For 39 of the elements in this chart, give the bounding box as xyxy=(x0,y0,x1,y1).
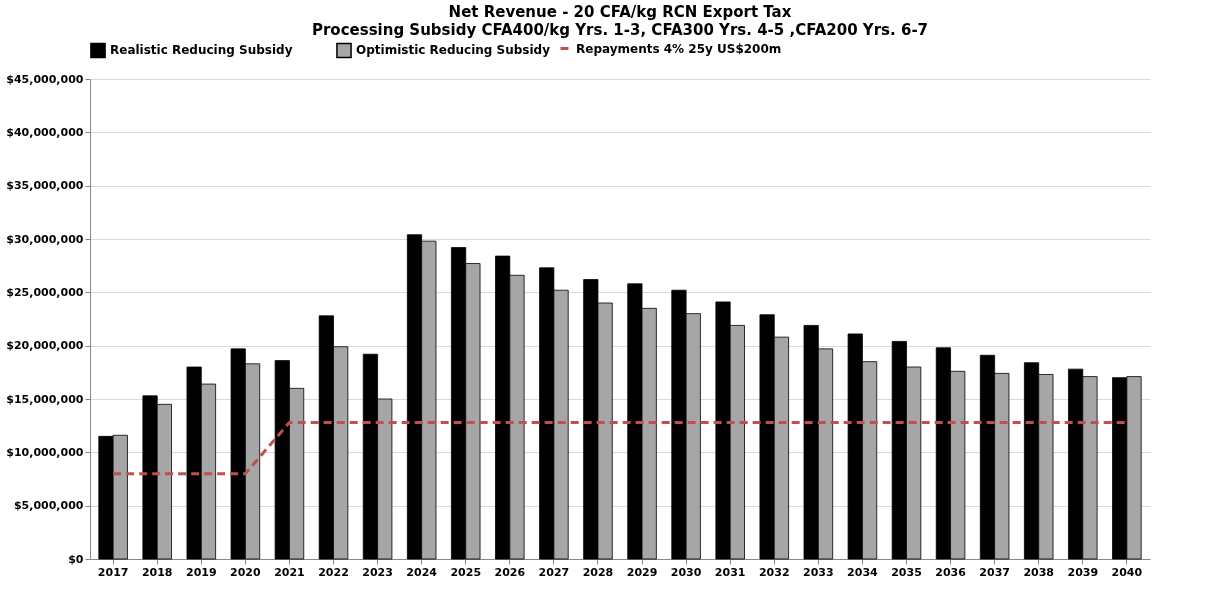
x-tick-label: 2037 xyxy=(979,565,1010,579)
x-tick-label: 2017 xyxy=(97,565,129,579)
x-tick-label: 2034 xyxy=(847,565,879,579)
x-tick-label: 2038 xyxy=(1023,565,1055,579)
x-tick-label: 2029 xyxy=(626,565,658,579)
y-tick-label: $0 xyxy=(68,552,84,566)
y-tick-label: $10,000,000 xyxy=(6,445,84,459)
x-tick-label: 2033 xyxy=(803,565,834,579)
chart-subtitle: Processing Subsidy CFA400/kg Yrs. 1-3, CFA300 Yrs. 4-5 ,CFA200 Yrs. 6-7 xyxy=(311,21,929,39)
x-tick-label: 2018 xyxy=(141,565,173,579)
x-tick-label: 2040 xyxy=(1111,565,1143,579)
y-tick-label: $35,000,000 xyxy=(6,179,84,193)
x-tick-label: 2020 xyxy=(230,565,262,579)
x-tick-label: 2032 xyxy=(758,565,790,579)
legend-label: Optimistic Reducing Subsidy xyxy=(356,43,551,58)
y-tick-label: $25,000,000 xyxy=(6,285,84,299)
y-tick-label: $30,000,000 xyxy=(6,232,84,246)
legend-label: Repayments 4% 25y US$200m xyxy=(576,41,782,56)
x-tick-label: 2021 xyxy=(274,565,305,579)
x-tick-label: 2024 xyxy=(406,565,438,579)
x-tick-label: 2027 xyxy=(538,565,570,579)
x-tick-label: 2025 xyxy=(450,565,482,579)
x-tick-label: 2023 xyxy=(362,565,393,579)
x-tick-label: 2026 xyxy=(494,565,526,579)
x-tick-label: 2019 xyxy=(185,565,217,579)
x-tick-label: 2031 xyxy=(714,565,746,579)
y-tick-label: $45,000,000 xyxy=(6,72,84,86)
legend-label: Realistic Reducing Subsidy xyxy=(110,43,293,58)
x-tick-label: 2036 xyxy=(935,565,967,579)
x-tick-label: 2030 xyxy=(670,565,702,579)
x-tick-label: 2028 xyxy=(582,565,614,579)
y-tick-label: $40,000,000 xyxy=(6,125,84,139)
chart-title: Net Revenue - 20 CFA/kg RCN Export Tax xyxy=(448,3,792,21)
y-tick-label: $15,000,000 xyxy=(6,392,84,406)
x-tick-label: 2035 xyxy=(891,565,922,579)
y-tick-label: $5,000,000 xyxy=(13,499,84,513)
x-tick-label: 2022 xyxy=(318,565,349,579)
x-tick-label: 2039 xyxy=(1067,565,1099,579)
y-tick-label: $20,000,000 xyxy=(6,339,84,353)
